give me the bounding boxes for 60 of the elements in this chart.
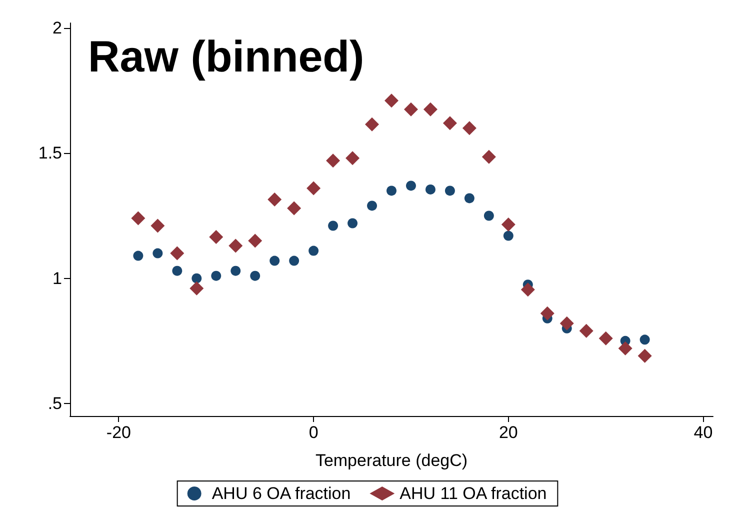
point (462, 121, 476, 136)
chart-title: Raw (binned) (88, 32, 364, 82)
point (503, 230, 514, 241)
point (192, 273, 202, 284)
point (442, 116, 457, 130)
point (560, 316, 574, 330)
x-tick-label: -20 (106, 423, 131, 442)
point (425, 184, 436, 194)
point (484, 210, 494, 221)
point (464, 193, 474, 204)
x-tick-label: 40 (694, 423, 713, 442)
point (152, 248, 163, 258)
point (444, 186, 455, 196)
point (306, 181, 321, 196)
point (640, 334, 650, 345)
point (248, 234, 262, 248)
x-tick-label: 20 (498, 423, 518, 442)
point (346, 151, 360, 166)
y-tick-label: 1 (52, 268, 62, 288)
point (348, 218, 358, 228)
point (270, 256, 280, 266)
point (423, 102, 438, 116)
point (328, 220, 338, 231)
point (211, 270, 222, 281)
point (367, 200, 378, 211)
point (172, 266, 182, 276)
point (268, 192, 282, 206)
point (190, 281, 204, 296)
point (170, 246, 184, 260)
y-tick-label: 1.5 (38, 144, 62, 163)
legend-label: AHU 11 OA fraction (400, 484, 547, 503)
point (289, 256, 300, 266)
point (384, 94, 398, 108)
x-axis-title: Temperature (degC) (315, 451, 468, 470)
point (638, 348, 652, 363)
y-tick-label: .5 (48, 394, 62, 413)
point (326, 154, 340, 168)
point (250, 270, 260, 281)
point (150, 218, 165, 233)
point (598, 331, 613, 346)
legend-label: AHU 6 OA fraction (212, 484, 351, 503)
point (540, 306, 554, 320)
point (228, 238, 243, 253)
x-tick-label: 0 (308, 423, 318, 442)
point (482, 150, 496, 164)
point (133, 250, 144, 261)
y-tick-label: 2 (52, 18, 62, 38)
point (131, 211, 146, 226)
point (308, 246, 319, 256)
point (365, 117, 380, 132)
point (618, 341, 632, 356)
point (287, 201, 302, 216)
point (579, 324, 594, 338)
point (520, 282, 535, 297)
point (406, 180, 416, 191)
point (501, 218, 516, 232)
point (404, 102, 418, 116)
point (386, 186, 396, 196)
point (230, 266, 241, 276)
point (209, 230, 224, 244)
